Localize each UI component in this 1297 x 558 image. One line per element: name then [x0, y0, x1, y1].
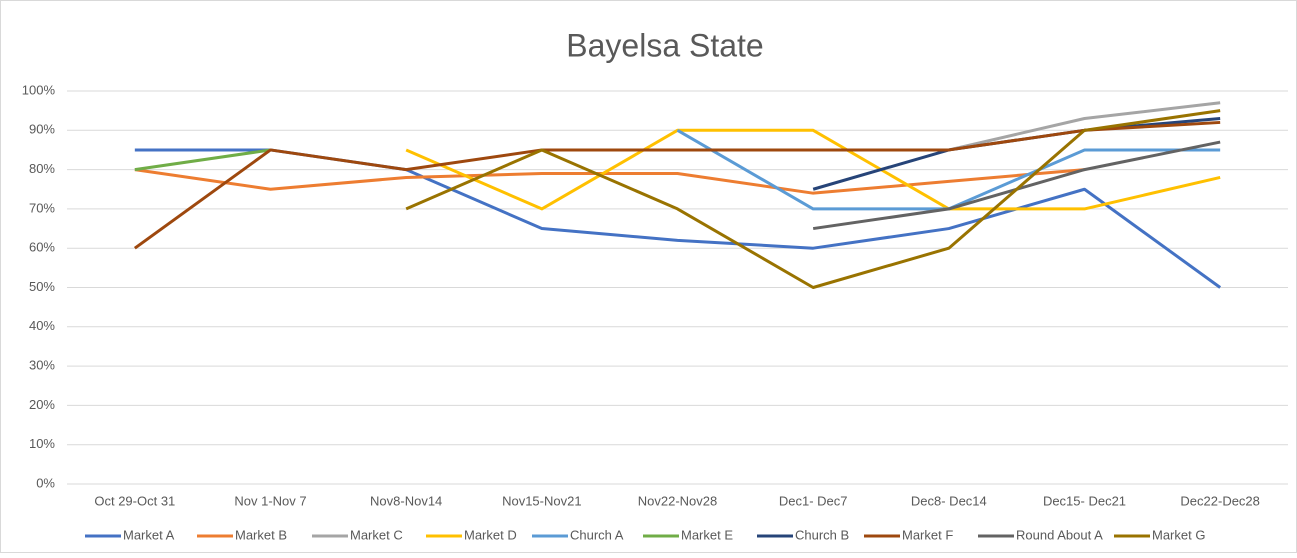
- y-tick-label: 80%: [29, 161, 55, 176]
- y-tick-label: 40%: [29, 318, 55, 333]
- series-line: [134, 168, 1085, 195]
- y-tick-label: 50%: [29, 279, 55, 294]
- legend-label: Market F: [902, 527, 953, 542]
- y-tick-label: 100%: [22, 82, 56, 97]
- series-line: [948, 101, 1221, 152]
- x-tick-label: Oct 29-Oct 31: [94, 493, 175, 508]
- y-tick-label: 20%: [29, 397, 55, 412]
- series-line: [405, 128, 1221, 211]
- series-line: [133, 120, 1221, 250]
- legend-label: Church A: [570, 527, 624, 542]
- y-tick-label: 30%: [29, 358, 55, 373]
- legend-label: Church B: [795, 527, 849, 542]
- legend-label: Market G: [1152, 527, 1205, 542]
- x-tick-label: Dec1- Dec7: [779, 493, 848, 508]
- x-tick-label: Nov22-Nov28: [638, 493, 718, 508]
- x-tick-label: Dec15- Dec21: [1043, 493, 1126, 508]
- legend-label: Market B: [235, 527, 287, 542]
- legend-label: Round About A: [1016, 527, 1103, 542]
- x-tick-label: Dec8- Dec14: [911, 493, 987, 508]
- y-tick-label: 70%: [29, 200, 55, 215]
- series-line: [134, 148, 271, 172]
- x-tick-label: Nov15-Nov21: [502, 493, 582, 508]
- series-line: [405, 109, 1221, 289]
- x-tick-label: Nov8-Nov14: [370, 493, 442, 508]
- legend-label: Market C: [350, 527, 403, 542]
- y-tick-label: 60%: [29, 240, 55, 255]
- y-tick-label: 10%: [29, 436, 55, 451]
- x-tick-label: Nov 1-Nov 7: [234, 493, 306, 508]
- chart-title: Bayelsa State: [566, 27, 763, 63]
- legend-label: Market D: [464, 527, 517, 542]
- y-tick-label: 90%: [29, 122, 55, 137]
- legend-label: Market A: [123, 527, 175, 542]
- y-tick-label: 0%: [36, 475, 55, 490]
- legend-label: Market E: [681, 527, 733, 542]
- x-tick-label: Dec22-Dec28: [1180, 493, 1260, 508]
